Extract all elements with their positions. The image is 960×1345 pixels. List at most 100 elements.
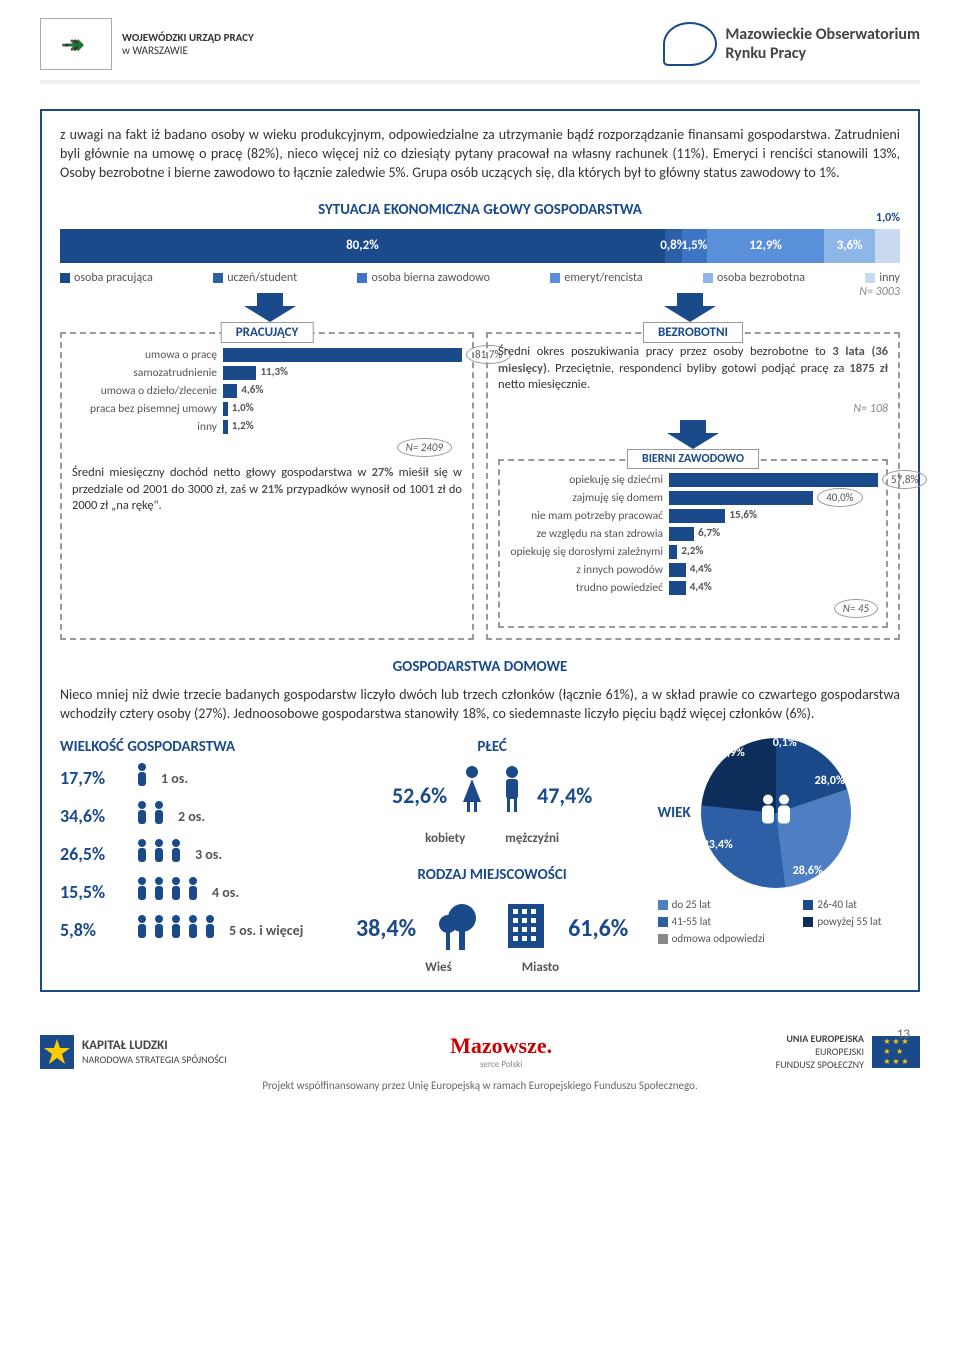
- household-row: 26,5%3 os.: [60, 838, 327, 870]
- pie-slice-label: 19,9%: [715, 746, 745, 760]
- kl-star-icon: [40, 1035, 74, 1069]
- pie-slice-label: 28,0%: [815, 774, 845, 788]
- kapital-ludzki-logo: KAPITAŁ LUDZKI NARODOWA STRATEGIA SPÓJNO…: [40, 1035, 227, 1069]
- eu-line2: EUROPEJSKI: [776, 1045, 864, 1058]
- obs-line1: Mazowieckie Obserwatorium: [725, 25, 920, 44]
- legend-item: powyżej 55 lat: [803, 915, 900, 928]
- locality-title: RODZAJ MIEJSCOWOŚCI: [347, 866, 638, 884]
- households-title: GOSPODARSTWA DOMOWE: [60, 658, 900, 676]
- eu-line3: FUNDUSZ SPOŁECZNY: [776, 1058, 864, 1071]
- header: ➜ WOJEWÓDZKI URZĄD PRACY w WARSZAWIE Maz…: [40, 18, 920, 84]
- household-row: 34,6%2 os.: [60, 800, 327, 832]
- content-box: z uwagi na fakt iż badano osoby w wieku …: [40, 109, 920, 992]
- hbar-row: praca bez pisemnej umowy1,0%: [72, 402, 462, 416]
- unemployed-n: N= 108: [498, 402, 888, 416]
- maz-sub: serce Polski: [450, 1059, 552, 1070]
- people-icon: [756, 791, 796, 836]
- unemployed-box: BEZROBOTNI Średni okres poszukiwania pra…: [486, 332, 900, 641]
- observatory-icon: [663, 22, 717, 66]
- gender-locality-col: PŁEĆ 52,6% 47,4% kobiety mężczyźni RODZA…: [347, 738, 638, 975]
- hh-rows: 17,7%1 os. 34,6%2 os. 26,5%3 os. 15,5%4 os.…: [60, 762, 327, 946]
- unemployed-text: Średni okres poszukiwania pracy przez os…: [498, 344, 888, 395]
- stacked-segment: 12,9%: [707, 229, 825, 263]
- tree-icon: [436, 902, 484, 954]
- two-col: PRACUJĄCY umowa o pracę81,7%samozatrudni…: [60, 332, 900, 641]
- down-arrow-icon: [498, 420, 888, 449]
- male-pct: 47,4%: [537, 782, 592, 809]
- situation-title: SYTUACJA EKONOMICZNA GŁOWY GOSPODARSTWA: [60, 201, 900, 219]
- working-bars: umowa o pracę81,7%samozatrudnienie11,3%u…: [72, 348, 462, 434]
- female-pct: 52,6%: [392, 782, 447, 809]
- age-col: WIEK 19,9% 0,1% 28,0% 28,6% 23,4% do 25 lat 2…: [658, 738, 900, 945]
- city-label: Miasto: [522, 960, 559, 975]
- inactive-box: BIERNI ZAWODOWO opiekuję się dziećmi57,8…: [498, 459, 888, 628]
- wup-line1: WOJEWÓDZKI URZĄD PRACY: [122, 31, 254, 44]
- hbar-row: opiekuję się dorosłymi zależnymi2,2%: [508, 545, 878, 559]
- legend-item: inny: [865, 271, 900, 285]
- locality-block: 38,4% 61,6%: [347, 900, 638, 956]
- gender-block: 52,6% 47,4%: [347, 764, 638, 827]
- age-legend: do 25 lat 26-40 lat 41-55 lat powyżej 55 la…: [658, 898, 900, 945]
- working-box: PRACUJĄCY umowa o pracę81,7%samozatrudni…: [60, 332, 474, 641]
- pie-slice-label: 0,1%: [773, 736, 797, 750]
- stacked-segment: 0,8%: [665, 229, 682, 263]
- legend-item: uczeń/student: [213, 271, 297, 285]
- legend-item: emeryt/rencista: [550, 271, 642, 285]
- hbar-row: opiekuję się dziećmi57,8%: [508, 473, 878, 487]
- observatory-title: Mazowieckie Obserwatorium Rynku Pracy: [725, 25, 920, 63]
- legend-item: 41-55 lat: [658, 915, 784, 928]
- stacked-bar-wrap: 80,2%0,8%1,5%12,9%3,6% 1,0%: [60, 229, 900, 263]
- household-row: 5,8%5 os. i więcej: [60, 914, 327, 946]
- working-n: N= 2409: [397, 438, 452, 457]
- village-label: Wieś: [425, 960, 452, 975]
- city-pct: 61,6%: [568, 914, 628, 943]
- mazowsze-logo: Mazowsze. serce Polski: [450, 1033, 552, 1070]
- obs-line2: Rynku Pracy: [725, 44, 920, 63]
- wup-title: WOJEWÓDZKI URZĄD PRACY w WARSZAWIE: [122, 31, 254, 57]
- down-arrow-icon: [664, 293, 716, 322]
- inactive-bars: opiekuję się dziećmi57,8% zajmuję się dom…: [508, 473, 878, 595]
- male-label: mężczyźni: [505, 831, 559, 846]
- stacked-bar: 80,2%0,8%1,5%12,9%3,6%: [60, 229, 900, 263]
- male-icon: [497, 764, 527, 827]
- household-row: 15,5%4 os.: [60, 876, 327, 908]
- arrow-row: [60, 293, 900, 322]
- kl-line1: KAPITAŁ LUDZKI: [82, 1038, 227, 1053]
- legend-item: osoba bierna zawodowo: [357, 271, 489, 285]
- inactive-n: N= 45: [834, 599, 878, 618]
- hbar-row: z innych powodów4,4%: [508, 563, 878, 577]
- legend-item: 26-40 lat: [803, 898, 900, 911]
- hbar-row: trudno powiedzieć4,4%: [508, 581, 878, 595]
- working-title: PRACUJĄCY: [221, 322, 314, 343]
- down-arrow-icon: [244, 293, 296, 322]
- size-title: WIELKOŚĆ GOSPODARSTWA: [60, 738, 327, 756]
- household-row: 17,7%1 os.: [60, 762, 327, 794]
- age-title: WIEK: [658, 804, 691, 822]
- stacked-legend: osoba pracująca uczeń/student osoba bierna…: [60, 271, 900, 285]
- hbar-row: zajmuję się domem40,0%: [508, 491, 878, 505]
- stacked-segment: 80,2%: [60, 229, 665, 263]
- building-icon: [504, 900, 548, 956]
- maz-line: Mazowsze.: [450, 1033, 552, 1059]
- logo-right: Mazowieckie Obserwatorium Rynku Pracy: [663, 22, 920, 66]
- pie-slice-label: 23,4%: [703, 838, 733, 852]
- age-pie: 19,9% 0,1% 28,0% 28,6% 23,4%: [701, 738, 851, 888]
- wup-line2: w WARSZAWIE: [122, 44, 254, 57]
- logo-left: ➜ WOJEWÓDZKI URZĄD PRACY w WARSZAWIE: [40, 18, 254, 70]
- locality-labels: Wieś Miasto: [347, 960, 638, 975]
- legend-item: do 25 lat: [658, 898, 784, 911]
- hbar-row: samozatrudnienie11,3%: [72, 366, 462, 380]
- hbar-row: umowa o pracę81,7%: [72, 348, 462, 362]
- footer: KAPITAŁ LUDZKI NARODOWA STRATEGIA SPÓJNO…: [40, 1032, 920, 1071]
- pie-slice-label: 28,6%: [793, 864, 823, 878]
- wup-logo-icon: ➜: [40, 18, 112, 70]
- eu-line1: UNIA EUROPEJSKA: [776, 1032, 864, 1045]
- legend-item: osoba pracująca: [60, 271, 153, 285]
- page: ➜ WOJEWÓDZKI URZĄD PRACY w WARSZAWIE Maz…: [0, 0, 960, 1122]
- intro-paragraph: z uwagi na fakt iż badano osoby w wieku …: [60, 126, 900, 183]
- hbar-row: nie mam potrzeby pracować15,6%: [508, 509, 878, 523]
- inactive-title: BIERNI ZAWODOWO: [627, 449, 759, 469]
- gender-labels: kobiety mężczyźni: [347, 831, 638, 846]
- stacked-segment: 3,6%: [824, 229, 874, 263]
- households-text: Nieco mniej niż dwie trzecie badanych go…: [60, 686, 900, 724]
